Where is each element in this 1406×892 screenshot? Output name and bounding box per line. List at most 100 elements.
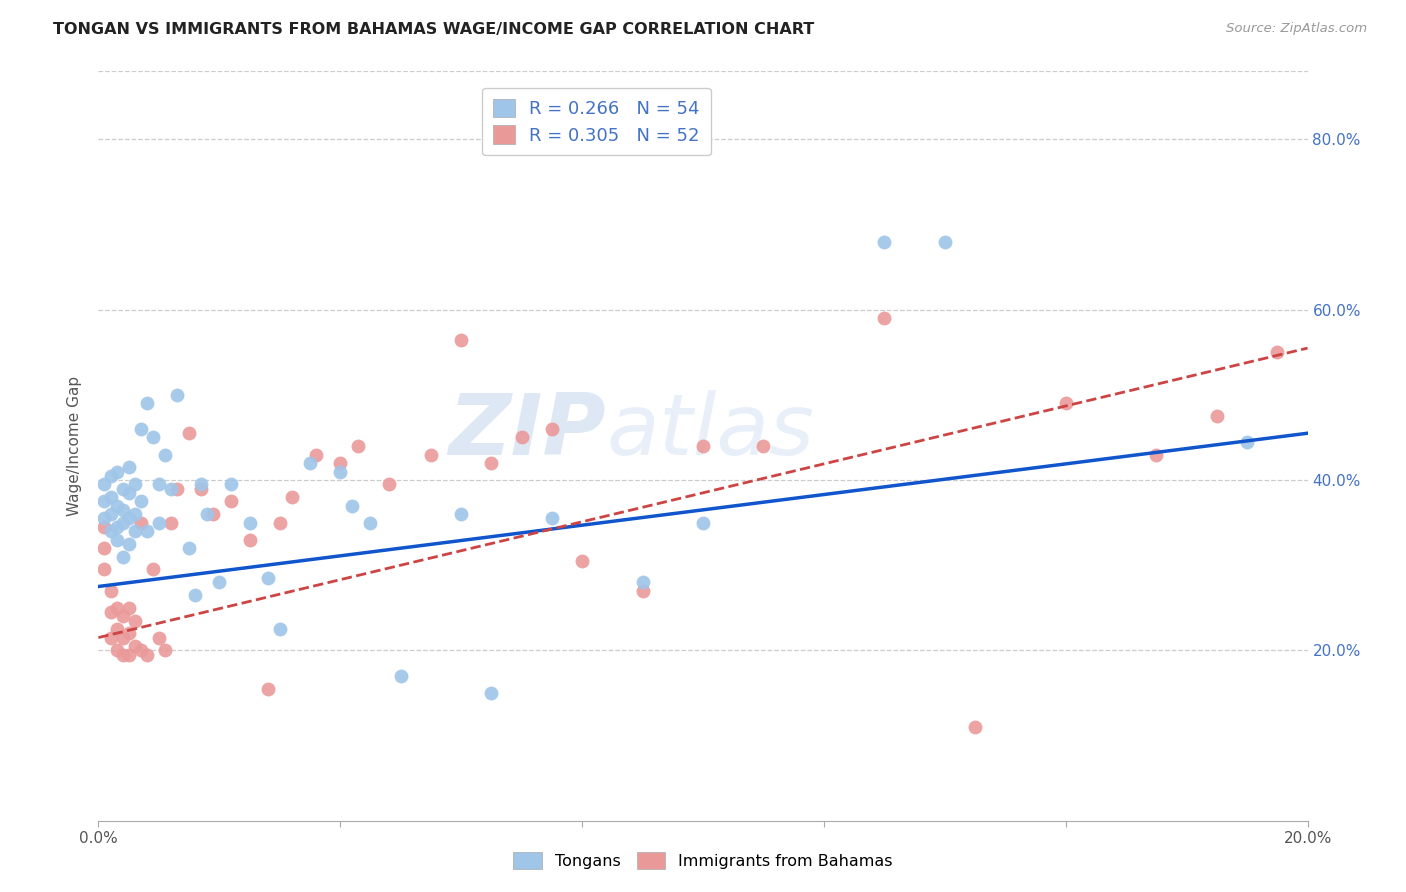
- Point: [1054, 396, 1077, 410]
- Y-axis label: Wage/Income Gap: Wage/Income Gap: [67, 376, 83, 516]
- Point: [100, 507, 122, 521]
- Point: [692, 439, 714, 453]
- Point: [934, 235, 956, 249]
- Point: [873, 311, 896, 326]
- Point: [118, 600, 141, 615]
- Point: [540, 511, 562, 525]
- Point: [148, 516, 170, 530]
- Point: [329, 465, 352, 479]
- Point: [118, 626, 141, 640]
- Point: [510, 430, 533, 444]
- Point: [135, 648, 157, 662]
- Point: [111, 609, 134, 624]
- Point: [256, 681, 278, 696]
- Point: [111, 549, 134, 564]
- Point: [129, 643, 152, 657]
- Legend: R = 0.266   N = 54, R = 0.305   N = 52: R = 0.266 N = 54, R = 0.305 N = 52: [482, 88, 710, 155]
- Point: [873, 235, 896, 249]
- Point: [360, 516, 382, 530]
- Point: [195, 507, 218, 521]
- Point: [179, 426, 201, 441]
- Point: [239, 516, 262, 530]
- Point: [111, 631, 134, 645]
- Point: [100, 468, 122, 483]
- Point: [93, 511, 115, 525]
- Point: [93, 477, 115, 491]
- Point: [221, 494, 243, 508]
- Text: TONGAN VS IMMIGRANTS FROM BAHAMAS WAGE/INCOME GAP CORRELATION CHART: TONGAN VS IMMIGRANTS FROM BAHAMAS WAGE/I…: [53, 22, 814, 37]
- Point: [179, 541, 201, 556]
- Point: [111, 503, 134, 517]
- Point: [100, 605, 122, 619]
- Point: [148, 477, 170, 491]
- Point: [239, 533, 262, 547]
- Point: [118, 460, 141, 475]
- Point: [631, 575, 654, 590]
- Point: [153, 448, 176, 462]
- Point: [111, 648, 134, 662]
- Point: [105, 533, 128, 547]
- Point: [221, 477, 243, 491]
- Point: [93, 562, 115, 576]
- Point: [129, 494, 152, 508]
- Point: [692, 516, 714, 530]
- Point: [135, 396, 157, 410]
- Point: [166, 388, 188, 402]
- Point: [481, 686, 503, 700]
- Point: [111, 516, 134, 530]
- Text: atlas: atlas: [606, 390, 814, 473]
- Point: [571, 554, 593, 568]
- Point: [142, 562, 165, 576]
- Point: [105, 643, 128, 657]
- Point: [481, 456, 503, 470]
- Point: [118, 485, 141, 500]
- Point: [93, 494, 115, 508]
- Point: [540, 422, 562, 436]
- Point: [129, 516, 152, 530]
- Point: [124, 477, 146, 491]
- Point: [105, 622, 128, 636]
- Point: [329, 456, 352, 470]
- Point: [1236, 434, 1258, 449]
- Point: [135, 524, 157, 538]
- Point: [281, 490, 304, 504]
- Point: [190, 477, 212, 491]
- Point: [118, 537, 141, 551]
- Point: [124, 507, 146, 521]
- Point: [208, 575, 231, 590]
- Point: [184, 588, 207, 602]
- Point: [160, 516, 183, 530]
- Point: [100, 490, 122, 504]
- Point: [142, 430, 165, 444]
- Point: [100, 524, 122, 538]
- Point: [342, 499, 364, 513]
- Point: [305, 448, 328, 462]
- Point: [100, 631, 122, 645]
- Point: [389, 669, 412, 683]
- Point: [124, 524, 146, 538]
- Point: [269, 516, 291, 530]
- Point: [752, 439, 775, 453]
- Point: [124, 614, 146, 628]
- Point: [269, 622, 291, 636]
- Point: [256, 571, 278, 585]
- Point: [377, 477, 399, 491]
- Point: [100, 583, 122, 598]
- Point: [148, 631, 170, 645]
- Point: [111, 482, 134, 496]
- Text: ZIP: ZIP: [449, 390, 606, 473]
- Point: [105, 600, 128, 615]
- Point: [450, 333, 472, 347]
- Point: [124, 639, 146, 653]
- Point: [160, 482, 183, 496]
- Legend: Tongans, Immigrants from Bahamas: Tongans, Immigrants from Bahamas: [505, 845, 901, 877]
- Point: [105, 520, 128, 534]
- Point: [153, 643, 176, 657]
- Point: [118, 648, 141, 662]
- Text: Source: ZipAtlas.com: Source: ZipAtlas.com: [1226, 22, 1367, 36]
- Point: [299, 456, 322, 470]
- Point: [965, 720, 987, 734]
- Point: [1267, 345, 1289, 359]
- Point: [1206, 409, 1229, 424]
- Point: [93, 520, 115, 534]
